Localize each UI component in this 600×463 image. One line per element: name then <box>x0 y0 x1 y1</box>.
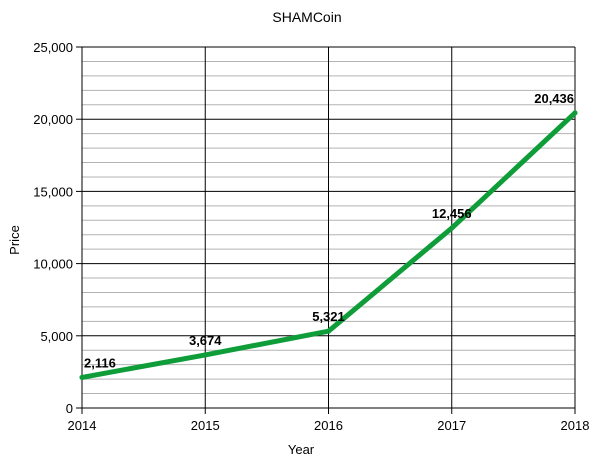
data-point <box>202 352 208 358</box>
y-tick-label: 10,000 <box>33 257 73 272</box>
y-tick-label: 25,000 <box>33 40 73 55</box>
data-point <box>79 374 85 380</box>
x-tick-label: 2018 <box>561 418 590 433</box>
data-point <box>326 328 331 334</box>
major-gridlines <box>81 46 576 414</box>
data-label: 3,674 <box>189 333 222 348</box>
data-point <box>449 225 455 231</box>
y-tick-label: 5,000 <box>40 329 73 344</box>
data-labels: 2,116 3,674 5,321 12,456 20,436 <box>84 91 574 371</box>
x-axis-label: Year <box>288 442 315 457</box>
x-axis: 2014 2015 2016 2017 2018 <box>68 407 590 433</box>
series-line <box>79 110 578 380</box>
x-tick-label: 2015 <box>191 418 220 433</box>
y-tick-label: 20,000 <box>33 112 73 127</box>
data-label: 5,321 <box>312 309 345 324</box>
y-axis-label: Price <box>7 225 22 255</box>
y-axis: 0 5,000 10,000 15,000 20,000 25,000 <box>33 40 83 416</box>
data-point <box>572 110 578 116</box>
x-tick-label: 2014 <box>68 418 97 433</box>
y-tick-label: 0 <box>66 401 73 416</box>
y-tick-label: 15,000 <box>33 184 73 199</box>
chart-title: SHAMCoin <box>272 9 341 25</box>
data-label: 2,116 <box>84 355 116 370</box>
x-tick-label: 2016 <box>314 418 343 433</box>
x-tick-label: 2017 <box>437 418 466 433</box>
data-label: 12,456 <box>432 206 472 221</box>
data-label: 20,436 <box>534 91 574 106</box>
